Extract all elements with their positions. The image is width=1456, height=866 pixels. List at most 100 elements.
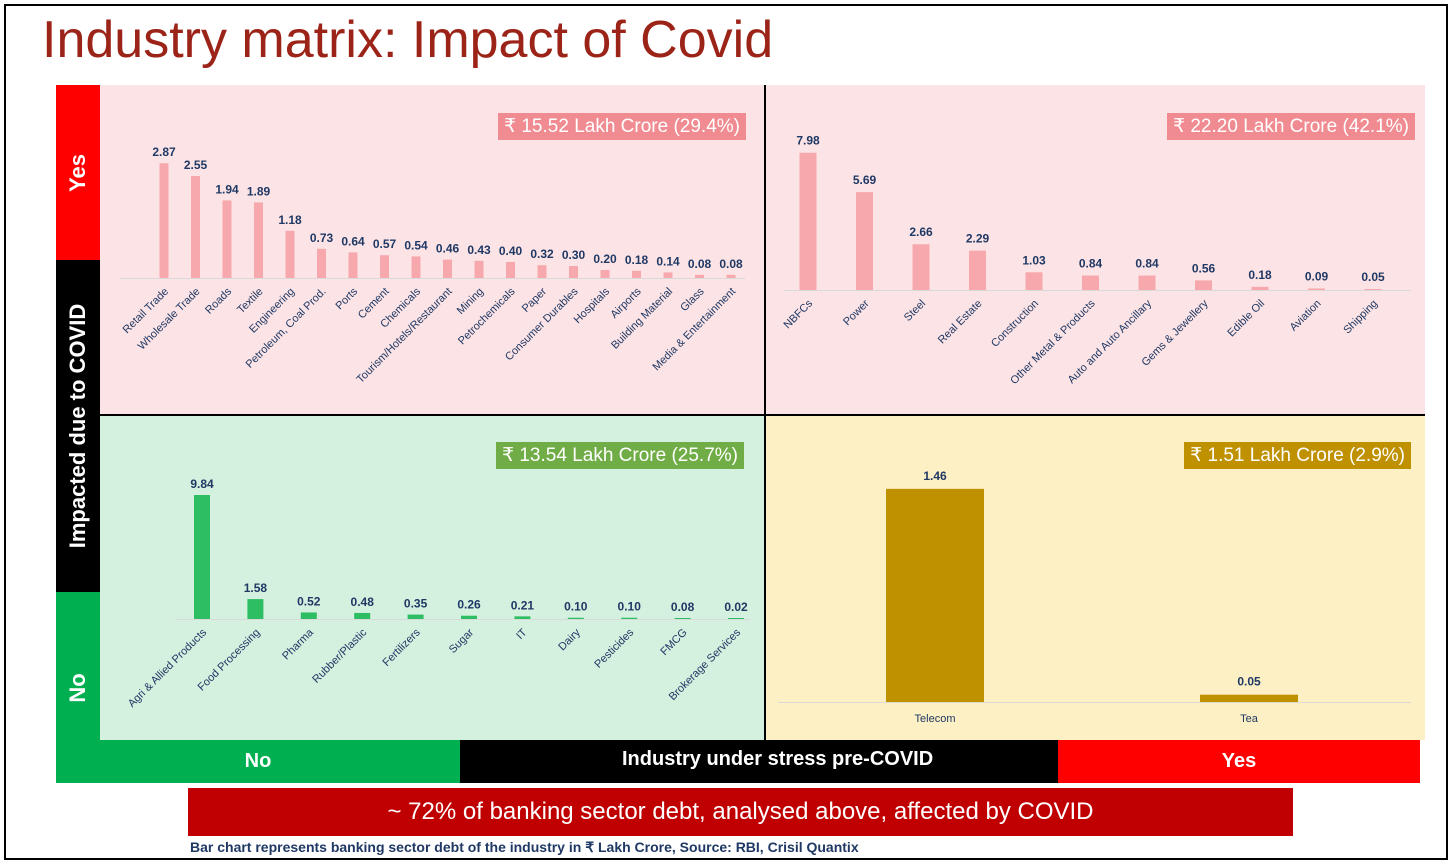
total-badge-bottom-left: ₹ 13.54 Lakh Crore (25.7%): [496, 442, 744, 469]
bar-food-processing: [247, 599, 264, 619]
value-label-wholesale-trade: 2.55: [184, 158, 208, 172]
quadrant-bottom-right: 1.46 Telecom 0.05 Tea ₹ 1.51 Lakh Crore (2.…: [766, 416, 1425, 740]
bar-petrochemicals: [506, 262, 515, 278]
value-label-retail-trade: 2.87: [152, 145, 176, 159]
category-label-ports: Ports: [333, 285, 360, 312]
category-label-real-estate: Real Estate: [936, 298, 985, 347]
y-axis-title-bar: Impacted due to COVID: [56, 260, 100, 592]
bar-pharma: [300, 612, 317, 619]
category-label-glass: Glass: [678, 285, 707, 314]
bar-aviation: [1308, 288, 1325, 290]
value-label-other-metal-and-products: 0.84: [1079, 257, 1103, 271]
value-label-hospitals: 0.20: [593, 252, 617, 266]
bar-paper: [537, 265, 547, 278]
x-axis-no-bar: No: [56, 740, 460, 783]
bar-petroleum-coal-prod: [317, 248, 326, 278]
slide-title: Industry matrix: Impact of Covid: [42, 11, 774, 69]
category-label-pharma: Pharma: [280, 626, 316, 662]
value-label-paper: 0.32: [530, 247, 554, 261]
x-axis-yes-bar: Yes: [1058, 740, 1420, 783]
category-label-petrochemicals: Petrochemicals: [456, 285, 518, 347]
value-label-sugar: 0.26: [457, 598, 481, 612]
value-label-roads: 1.94: [215, 182, 239, 196]
bar-tourism-hotels-restaurant: [443, 259, 452, 278]
y-axis-yes-bar: Yes: [56, 85, 100, 260]
value-label-steel: 2.66: [909, 225, 933, 239]
bar-pesticides: [621, 617, 638, 619]
value-label-pharma: 0.52: [297, 594, 321, 608]
bar-textile: [254, 202, 263, 278]
slide-frame: [4, 4, 1448, 860]
value-label-glass: 0.08: [688, 257, 712, 271]
value-label-agri-and-allied-products: 9.84: [190, 477, 214, 491]
bar-steel: [912, 244, 930, 290]
x-axis-no-label: No: [244, 750, 272, 772]
category-label-agri-and-allied-products: Agri & Allied Products: [126, 626, 210, 710]
category-label-edible-oil: Edible Oil: [1225, 298, 1267, 340]
value-label-dairy: 0.10: [564, 600, 588, 614]
category-label-telecom: Telecom: [915, 713, 956, 725]
bar-brokerage-services: [728, 618, 744, 619]
value-label-chemicals: 0.54: [404, 238, 428, 252]
bar-glass: [695, 274, 704, 278]
bar-sugar: [461, 615, 477, 619]
value-label-airports: 0.18: [625, 253, 649, 267]
bar-retail-trade: [159, 163, 169, 278]
value-label-building-material: 0.14: [656, 254, 680, 268]
value-label-textile: 1.89: [247, 184, 271, 198]
category-label-steel: Steel: [902, 298, 928, 324]
category-label-fmcg: FMCG: [658, 627, 689, 658]
chart-bottom-right: 1.46 Telecom 0.05 Tea: [778, 469, 1411, 725]
value-label-tourism-hotels-restaurant: 0.46: [436, 242, 460, 256]
category-label-construction: Construction: [989, 298, 1041, 350]
bar-engineering: [285, 230, 295, 278]
bar-fertilizers: [407, 614, 424, 619]
value-label-media-and-entertainment: 0.08: [719, 257, 743, 271]
value-label-aviation: 0.09: [1305, 269, 1329, 283]
bar-real-estate: [969, 250, 986, 290]
value-label-auto-and-auto-ancillary: 0.84: [1135, 257, 1159, 271]
value-label-petrochemicals: 0.40: [499, 244, 523, 258]
bar-dairy: [567, 617, 584, 619]
bar-roads: [222, 200, 232, 278]
bar-telecom: [886, 488, 984, 702]
value-label-gems-and-jewellery: 0.56: [1192, 261, 1216, 275]
x-axis-title-bar: Industry under stress pre-COVID: [460, 740, 1058, 783]
category-label-pesticides: Pesticides: [592, 626, 636, 670]
value-label-pesticides: 0.10: [618, 600, 642, 614]
category-label-dairy: Dairy: [556, 626, 583, 653]
bar-cement: [380, 255, 389, 278]
category-label-textile: Textile: [235, 286, 266, 317]
value-label-construction: 1.03: [1022, 253, 1046, 267]
bar-chemicals: [411, 256, 421, 278]
bar-tea: [1200, 694, 1298, 702]
value-label-engineering: 1.18: [278, 213, 302, 227]
x-axis-yes-label: Yes: [1221, 750, 1257, 772]
total-badge-top-right: ₹ 22.20 Lakh Crore (42.1%): [1167, 113, 1415, 140]
bar-edible-oil: [1251, 286, 1269, 290]
matrix-horizontal-divider: [100, 414, 1425, 416]
value-label-fmcg: 0.08: [671, 600, 695, 614]
total-badge-top-left: ₹ 15.52 Lakh Crore (29.4%): [498, 113, 746, 140]
y-axis-title: Impacted due to COVID: [65, 303, 90, 549]
category-label-nbfcs: NBFCs: [782, 297, 816, 331]
value-label-fertilizers: 0.35: [404, 597, 428, 611]
chart-top-right: 7.98 NBFCs 5.69 Power 2.66 Steel 2.29 Real Esta…: [782, 134, 1411, 387]
value-label-mining: 0.43: [467, 243, 491, 257]
bar-wholesale-trade: [191, 176, 200, 278]
value-label-edible-oil: 0.18: [1248, 268, 1272, 282]
quadrant-top-right: 7.98 NBFCs 5.69 Power 2.66 Steel 2.29 Real Esta…: [766, 85, 1425, 414]
bar-it: [514, 616, 531, 619]
value-label-ports: 0.64: [341, 234, 365, 248]
value-label-nbfcs: 7.98: [796, 134, 820, 148]
category-label-it: IT: [514, 626, 530, 642]
bar-nbfcs: [799, 152, 817, 290]
bar-agri-and-allied-products: [194, 495, 210, 619]
category-label-tea: Tea: [1240, 713, 1259, 725]
total-badge-bottom-right: ₹ 1.51 Lakh Crore (2.9%): [1184, 442, 1411, 469]
quadrant-top-left: 2.87 Retail Trade 2.55 Wholesale Trade 1.94 R…: [100, 85, 764, 414]
category-label-sugar: Sugar: [447, 626, 476, 655]
bar-other-metal-and-products: [1082, 275, 1099, 290]
bar-media-and-entertainment: [726, 274, 736, 278]
